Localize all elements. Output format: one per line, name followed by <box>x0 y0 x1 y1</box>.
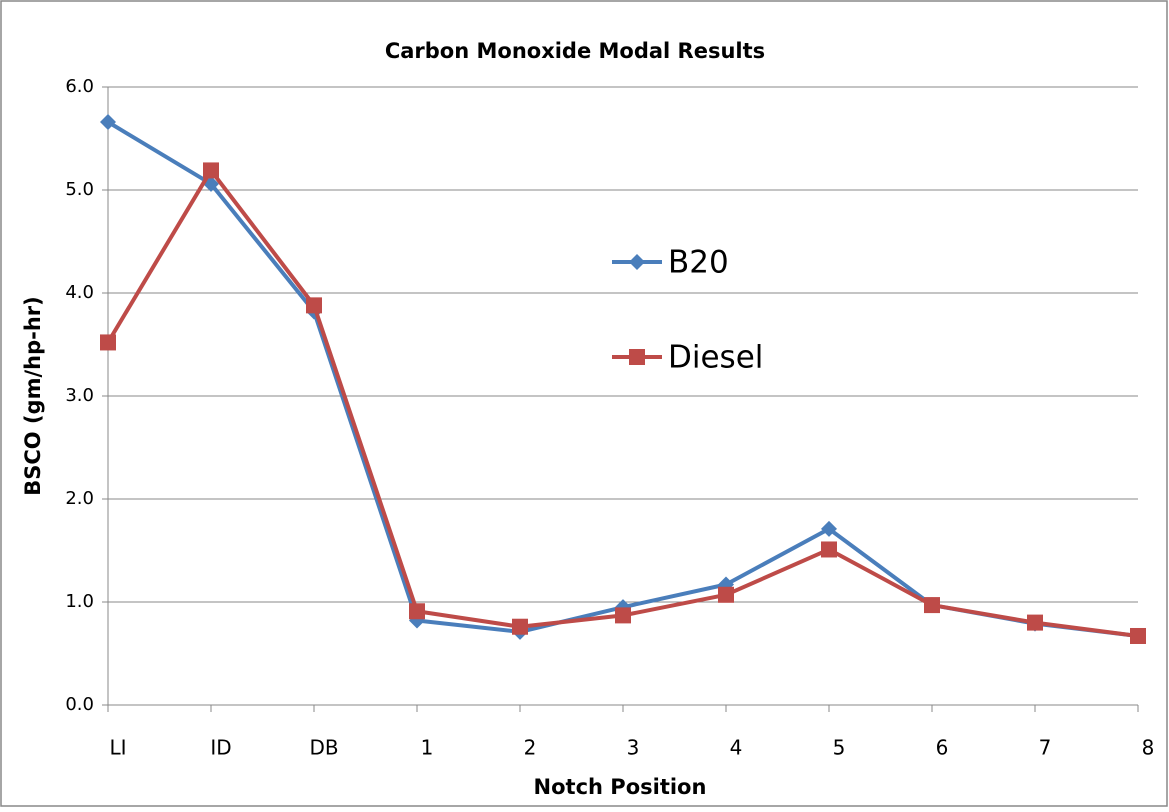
legend-marker <box>629 254 645 270</box>
x-tick-label: 6 <box>936 736 949 760</box>
x-tick-label: ID <box>210 736 231 760</box>
data-point <box>1130 627 1146 644</box>
data-point <box>100 114 116 131</box>
data-point <box>615 607 631 624</box>
x-axis-label: Notch Position <box>534 775 707 799</box>
y-tick-label: 4.0 <box>65 282 94 303</box>
data-point <box>409 603 425 620</box>
data-point <box>203 162 219 179</box>
x-tick-label: 4 <box>730 736 743 760</box>
x-tick-label: 2 <box>524 736 537 760</box>
data-point <box>306 297 322 314</box>
y-tick-label: 0.0 <box>65 694 94 715</box>
data-point <box>821 541 837 558</box>
data-point <box>718 586 734 603</box>
y-axis-label: BSCO (gm/hp-hr) <box>21 296 45 496</box>
data-point <box>1027 614 1043 631</box>
x-tick-label: 1 <box>421 736 434 760</box>
y-tick-label: 6.0 <box>65 76 94 97</box>
x-tick-label: 5 <box>833 736 846 760</box>
y-tick-label: 1.0 <box>65 591 94 612</box>
data-point <box>924 597 940 614</box>
x-tick-label: 3 <box>627 736 640 760</box>
y-tick-label: 5.0 <box>65 179 94 200</box>
x-tick-label: 8 <box>1142 736 1155 760</box>
data-point <box>821 520 837 537</box>
legend-marker <box>629 349 645 365</box>
y-tick-label: 3.0 <box>65 385 94 406</box>
chart-title: Carbon Monoxide Modal Results <box>385 39 765 63</box>
legend-label: B20 <box>668 245 729 281</box>
x-tick-label: DB <box>309 736 338 760</box>
y-tick-label: 2.0 <box>65 488 94 509</box>
x-tick-label: 7 <box>1039 736 1052 760</box>
x-tick-label: LI <box>109 736 126 760</box>
legend-label: Diesel <box>668 340 763 376</box>
data-point <box>100 334 116 351</box>
data-point <box>512 618 528 635</box>
